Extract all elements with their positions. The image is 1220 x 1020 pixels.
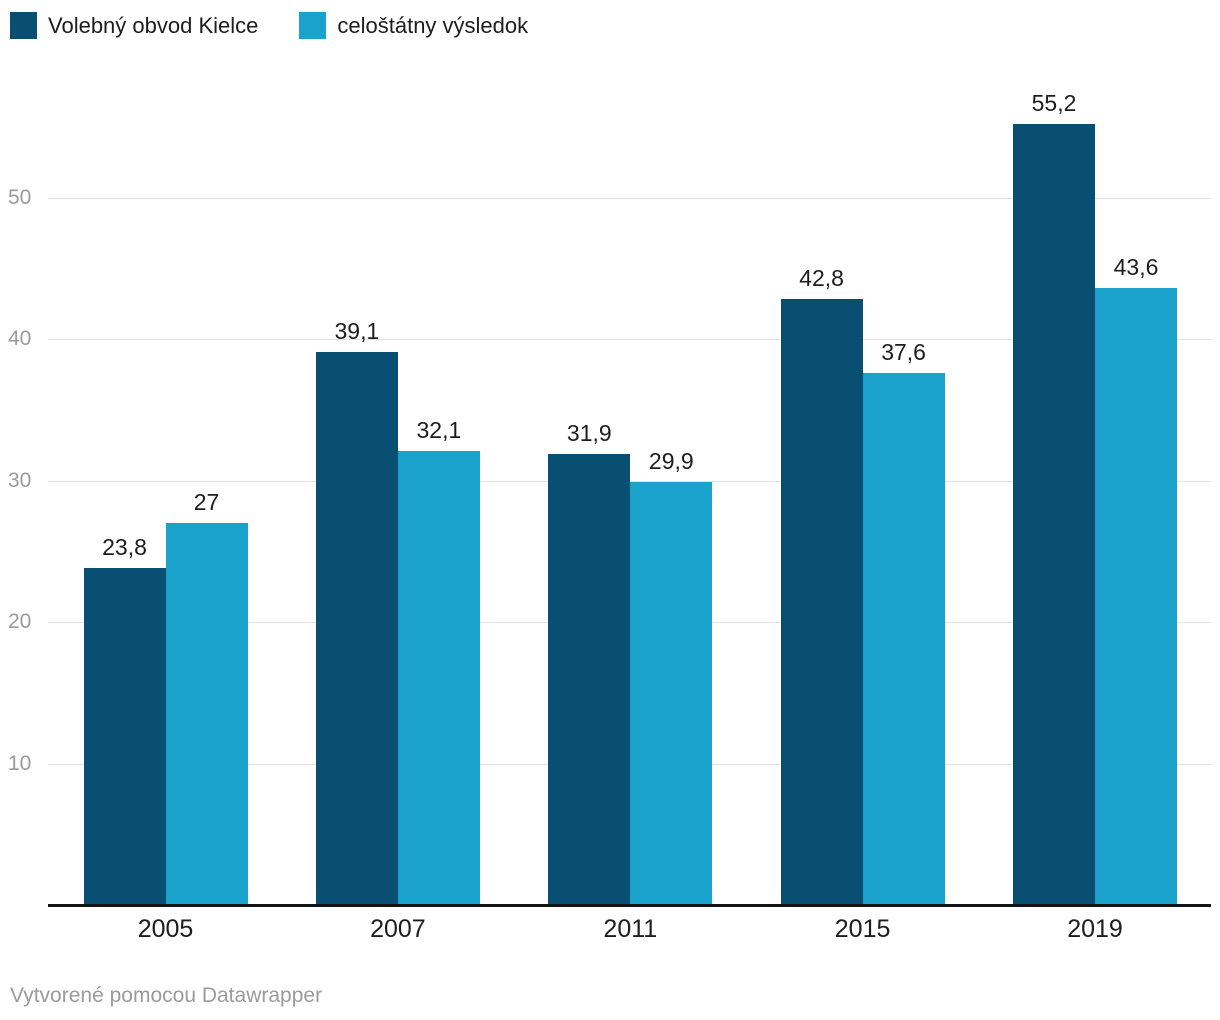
bar-series0-2005 xyxy=(83,568,166,905)
y-axis-tick-label: 40 xyxy=(8,327,32,350)
y-axis-tick-label: 50 xyxy=(8,185,32,209)
bar-series0-2019 xyxy=(1013,123,1095,905)
bar-series1-2011 xyxy=(630,481,713,905)
x-axis-baseline xyxy=(48,904,1211,907)
y-axis-tick-label: 10 xyxy=(8,751,32,775)
legend-item-national: celoštátny výsledok xyxy=(299,12,528,39)
value-label-series1-2005: 27 xyxy=(193,489,220,515)
value-label-series1-2015: 37,6 xyxy=(881,339,926,365)
value-label-series0-2015: 42,8 xyxy=(799,265,844,292)
y-axis-tick-label: 20 xyxy=(8,610,32,633)
legend-label: Volebný obvod Kielce xyxy=(48,12,259,38)
bar-series0-2015 xyxy=(780,299,863,905)
legend-item-kielce: Volebný obvod Kielce xyxy=(10,12,258,39)
gridline-50 xyxy=(48,197,1211,199)
bar-series1-2005 xyxy=(165,523,248,906)
y-axis-tick-label: 30 xyxy=(8,468,32,492)
x-axis-label-2011: 2011 xyxy=(603,915,658,943)
x-axis-label-2005: 2005 xyxy=(137,915,194,943)
legend-swatch-dark-icon xyxy=(10,12,37,39)
bar-series1-2007 xyxy=(397,450,480,905)
legend-label: celoštátny výsledok xyxy=(337,12,529,38)
bar-series0-2007 xyxy=(315,351,398,905)
bar-series0-2011 xyxy=(548,453,631,905)
x-axis-label-2015: 2015 xyxy=(834,915,891,943)
value-label-series0-2019: 55,2 xyxy=(1031,89,1077,116)
gridline-40 xyxy=(48,339,1211,340)
value-label-series0-2005: 23,8 xyxy=(102,534,147,561)
legend-swatch-light-icon xyxy=(299,12,327,39)
legend: Volebný obvod Kielce celoštátny výsledok xyxy=(10,12,528,39)
bar-series1-2015 xyxy=(862,373,945,905)
value-label-series1-2019: 43,6 xyxy=(1113,254,1159,281)
value-label-series0-2007: 39,1 xyxy=(334,317,380,344)
bar-series1-2019 xyxy=(1095,288,1177,905)
value-label-series0-2011: 31,9 xyxy=(566,419,612,446)
value-label-series1-2011: 29,9 xyxy=(648,447,694,474)
x-axis-label-2019: 2019 xyxy=(1067,915,1123,943)
x-axis-label-2007: 2007 xyxy=(370,915,426,943)
credit-line: Vytvorené pomocou Datawrapper xyxy=(10,984,323,1007)
value-label-series1-2007: 32,1 xyxy=(416,416,462,443)
